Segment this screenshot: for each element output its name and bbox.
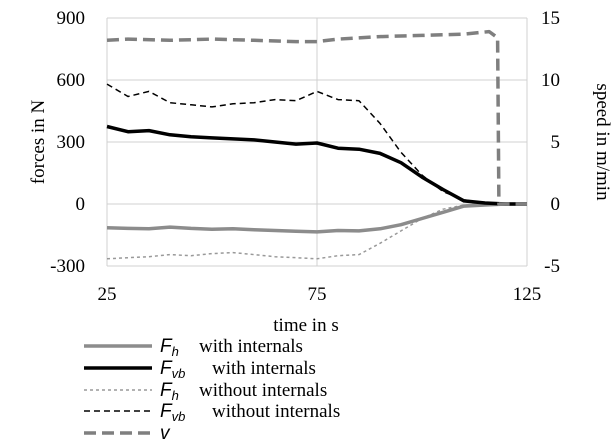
legend-label-1: with internals [212, 358, 316, 379]
x-axis-label: time in s [273, 315, 338, 336]
x-tick-1: 75 [308, 284, 327, 305]
y-tick-left-3: 600 [57, 70, 86, 91]
legend-symbol-2: Fh [160, 380, 179, 403]
y-tick-left-0: -300 [50, 256, 85, 277]
legend-symbol-3: Fvb [160, 401, 185, 424]
series-line-4 [106, 29, 527, 206]
series-layer [106, 29, 527, 260]
y-tick-left-2: 300 [57, 132, 86, 153]
tick-labels: -300 0 300 600 900 -5 0 5 10 15 25 75 125 [50, 8, 560, 305]
legend-subscript-2: h [172, 388, 179, 403]
legend-symbol-1: Fvb [160, 358, 185, 381]
y-tick-left-1: 0 [76, 194, 86, 215]
y-tick-left-4: 900 [57, 8, 86, 29]
y-tick-right-1: 0 [551, 194, 561, 215]
legend-subscript-3: vb [172, 409, 186, 424]
legend-subscript-0: h [172, 344, 179, 359]
y-axis-label-left: forces in N [28, 100, 49, 185]
legend-label-3: without internals [212, 401, 340, 422]
x-tick-0: 25 [98, 284, 117, 305]
x-tick-2: 125 [513, 284, 542, 305]
y-tick-right-3: 10 [541, 70, 560, 91]
series-line-1 [106, 124, 527, 206]
legend-label-0: with internals [199, 336, 303, 357]
y-axis-label-right: speed in m/min [592, 83, 613, 201]
y-tick-right-0: -5 [544, 256, 560, 277]
legend-subscript-1: vb [172, 366, 186, 381]
legend-label-2: without internals [199, 380, 327, 401]
y-tick-right-4: 15 [541, 8, 560, 29]
legend-symbol-0: Fh [160, 336, 179, 359]
series-line-0 [106, 202, 527, 234]
legend-symbol-4: v [160, 423, 171, 444]
y-tick-right-2: 5 [551, 132, 561, 153]
